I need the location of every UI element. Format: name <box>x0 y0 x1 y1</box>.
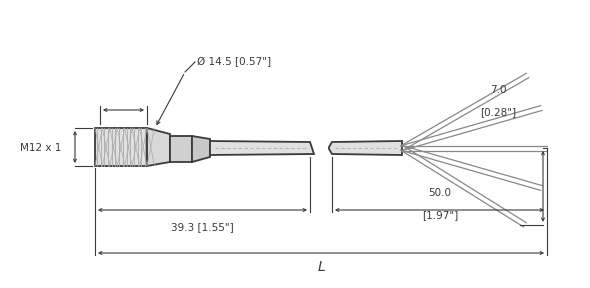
Text: 7.0: 7.0 <box>490 85 506 95</box>
Bar <box>95 128 147 166</box>
Text: [0.28"]: [0.28"] <box>480 95 516 117</box>
Polygon shape <box>210 141 314 155</box>
Polygon shape <box>147 128 170 166</box>
Polygon shape <box>329 141 402 155</box>
Text: 39.3 [1.55"]: 39.3 [1.55"] <box>171 222 234 232</box>
Text: M12 x 1: M12 x 1 <box>20 143 61 153</box>
Text: 50.0: 50.0 <box>428 188 451 198</box>
Text: L: L <box>317 260 325 274</box>
Polygon shape <box>192 136 210 162</box>
Text: Ø 14.5 [0.57"]: Ø 14.5 [0.57"] <box>197 57 271 67</box>
Bar <box>170 136 192 162</box>
Text: [1.97"]: [1.97"] <box>422 198 458 219</box>
